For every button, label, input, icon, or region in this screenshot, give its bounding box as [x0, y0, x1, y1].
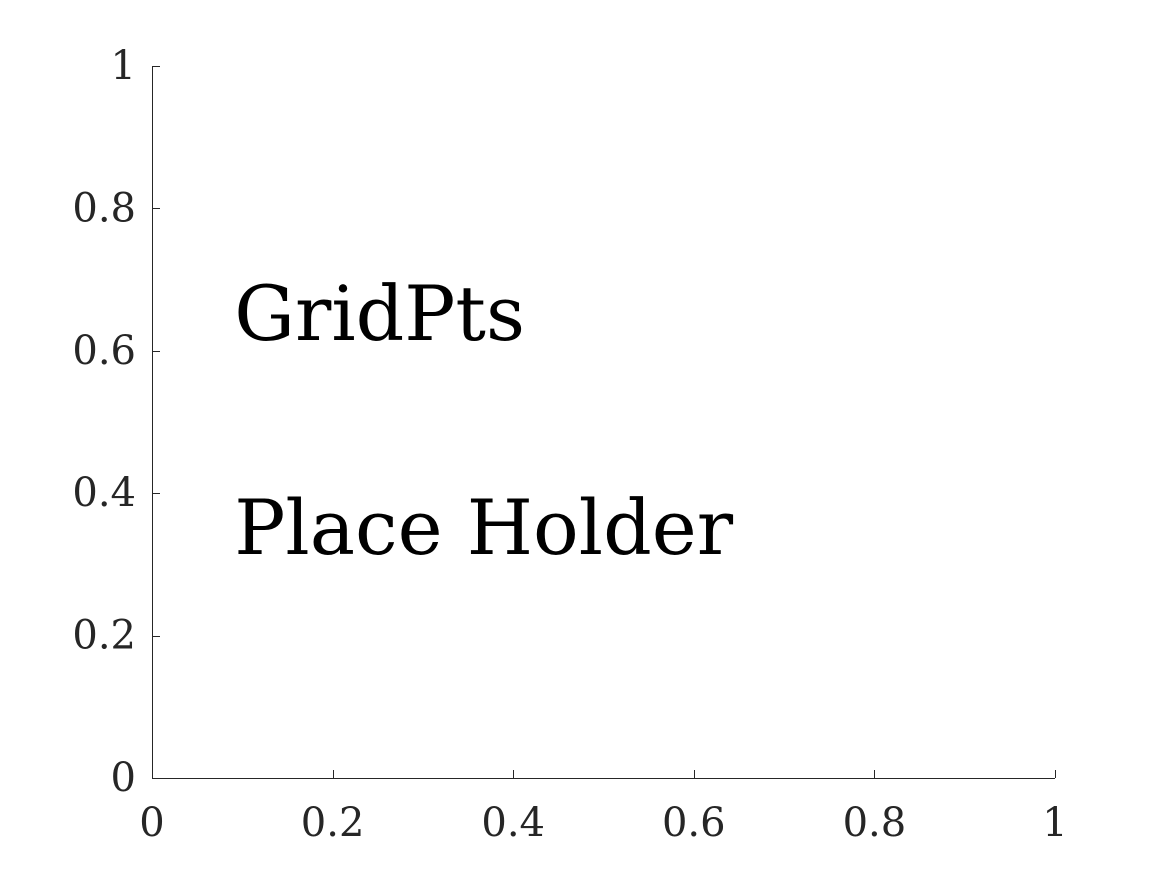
y-tick-label: 0 — [111, 755, 136, 801]
annotation-text: GridPts — [234, 269, 525, 358]
x-tick-label: 0.6 — [662, 800, 726, 846]
x-tick-label: 0 — [139, 800, 164, 846]
x-ticks: 0 0.2 0.4 0.6 0.8 1 — [139, 770, 1068, 846]
annotations: GridPts Place Holder — [234, 269, 733, 572]
y-ticks: 0 0.2 0.4 0.6 0.8 1 — [72, 43, 160, 801]
x-tick-label: 0.4 — [481, 800, 545, 846]
y-tick-label: 0.8 — [72, 185, 136, 231]
annotation-text: Place Holder — [234, 483, 733, 572]
y-tick-label: 0.4 — [72, 470, 136, 516]
x-tick-label: 1 — [1042, 800, 1067, 846]
y-tick-label: 1 — [111, 43, 136, 89]
y-tick-label: 0.6 — [72, 328, 136, 374]
axes — [152, 66, 1055, 779]
x-tick-label: 0.2 — [301, 800, 365, 846]
x-tick-label: 0.8 — [843, 800, 907, 846]
y-tick-label: 0.2 — [72, 613, 136, 659]
